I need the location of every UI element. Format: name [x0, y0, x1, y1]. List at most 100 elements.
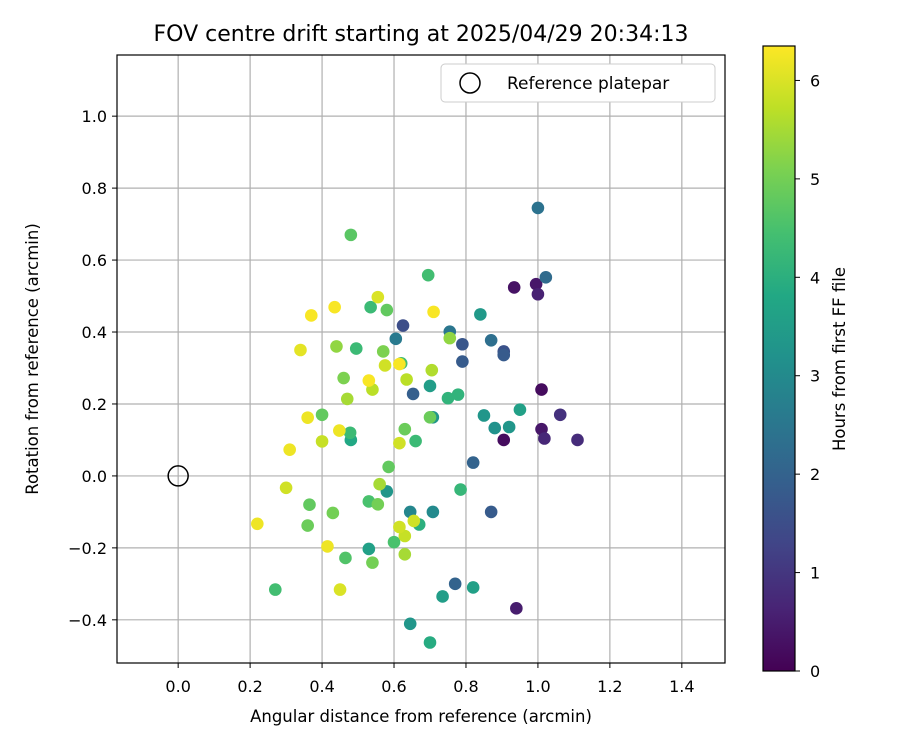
- data-point: [403, 617, 417, 631]
- data-point: [529, 277, 543, 291]
- data-point: [488, 421, 502, 435]
- x-tick-label: 0.0: [165, 677, 190, 696]
- data-point: [251, 517, 264, 531]
- data-point: [326, 506, 340, 520]
- data-point: [539, 271, 553, 284]
- data-point: [330, 340, 343, 353]
- data-point: [474, 308, 487, 321]
- data-point: [301, 411, 314, 424]
- colorbar-tick-label: 1: [810, 564, 820, 583]
- data-point: [451, 388, 465, 401]
- data-point: [371, 498, 385, 511]
- data-point: [371, 290, 385, 304]
- colorbar-tick-label: 0: [810, 662, 820, 681]
- data-point: [409, 434, 422, 448]
- data-point: [443, 331, 457, 345]
- data-point: [510, 602, 523, 615]
- data-points: [167, 201, 584, 649]
- reference-platepar-marker: [167, 465, 189, 487]
- data-point: [315, 408, 329, 422]
- legend-box: [440, 63, 716, 103]
- data-point: [502, 420, 516, 434]
- data-point: [268, 583, 282, 596]
- colorbar-tick-label: 5: [810, 170, 820, 189]
- plot-frame: [116, 54, 726, 664]
- data-point: [389, 332, 403, 346]
- x-tick-label: 0.2: [237, 677, 262, 696]
- data-point: [376, 345, 390, 358]
- y-axis-label: Rotation from reference (arcmin): [23, 223, 42, 495]
- y-tick-label: 0.0: [82, 467, 107, 486]
- data-point: [538, 432, 551, 445]
- y-tick-label: 1.0: [82, 107, 107, 126]
- data-point: [364, 300, 377, 314]
- data-point: [425, 363, 439, 377]
- data-point: [301, 519, 314, 532]
- x-axis-ticks: 0.0 0.2 0.4 0.6 0.8 1.0 1.2 1.4: [165, 663, 695, 696]
- x-tick-label: 0.6: [381, 677, 406, 696]
- data-point: [535, 383, 548, 396]
- data-point: [337, 371, 350, 385]
- data-point: [436, 590, 449, 603]
- colorbar: 0 1 2 3 4 5 6 Hours from first FF file: [762, 45, 849, 681]
- data-point: [484, 333, 498, 347]
- data-point: [398, 422, 412, 436]
- y-tick-label: −0.2: [68, 539, 107, 558]
- colorbar-tick-label: 4: [810, 268, 820, 287]
- data-point: [396, 319, 410, 332]
- data-point: [393, 357, 406, 371]
- data-point: [454, 483, 467, 496]
- data-point: [378, 359, 392, 372]
- colorbar-label: Hours from first FF file: [830, 267, 849, 451]
- data-point: [349, 342, 363, 355]
- data-point: [531, 287, 545, 301]
- data-point: [456, 355, 469, 368]
- colorbar-tick-label: 2: [810, 465, 820, 484]
- data-point: [393, 520, 406, 534]
- data-point: [398, 548, 412, 561]
- data-point: [387, 535, 401, 549]
- data-point: [400, 373, 413, 386]
- data-point: [407, 514, 421, 528]
- data-point: [344, 228, 358, 242]
- data-point: [373, 477, 386, 491]
- data-point: [456, 337, 469, 351]
- data-point: [426, 505, 440, 519]
- data-point: [484, 505, 498, 519]
- data-point: [366, 556, 379, 569]
- x-tick-label: 1.0: [525, 677, 550, 696]
- data-point: [315, 435, 329, 448]
- data-point: [333, 583, 347, 596]
- x-tick-label: 1.2: [597, 677, 622, 696]
- data-point: [393, 436, 406, 450]
- data-point: [333, 424, 346, 437]
- y-tick-label: 0.8: [82, 179, 107, 198]
- x-tick-label: 0.8: [453, 677, 478, 696]
- legend-entry-reference: Reference platepar: [507, 74, 669, 94]
- data-point: [423, 636, 437, 649]
- colorbar-tick-label: 3: [810, 367, 820, 386]
- data-point: [513, 403, 527, 417]
- y-tick-label: 0.2: [82, 395, 107, 414]
- data-point: [466, 456, 480, 469]
- data-point: [448, 577, 462, 591]
- data-point: [283, 443, 296, 456]
- data-point: [343, 426, 357, 440]
- data-point: [421, 268, 435, 282]
- colorbar-tick-label: 6: [810, 71, 820, 90]
- legend: Reference platepar: [440, 63, 716, 103]
- x-tick-label: 1.4: [669, 677, 694, 696]
- data-point: [382, 460, 395, 474]
- data-point: [553, 408, 567, 422]
- data-point: [328, 300, 341, 314]
- x-axis-label: Angular distance from reference (arcmin): [250, 707, 592, 726]
- data-point: [497, 348, 511, 362]
- chart-title: FOV centre drift starting at 2025/04/29 …: [154, 22, 689, 47]
- legend-reference-marker: [459, 72, 481, 94]
- y-tick-label: 0.4: [82, 323, 107, 342]
- data-point: [497, 433, 511, 447]
- colorbar-gradient: [762, 45, 796, 672]
- data-point: [466, 581, 480, 594]
- data-point: [477, 409, 491, 422]
- data-point: [380, 303, 394, 317]
